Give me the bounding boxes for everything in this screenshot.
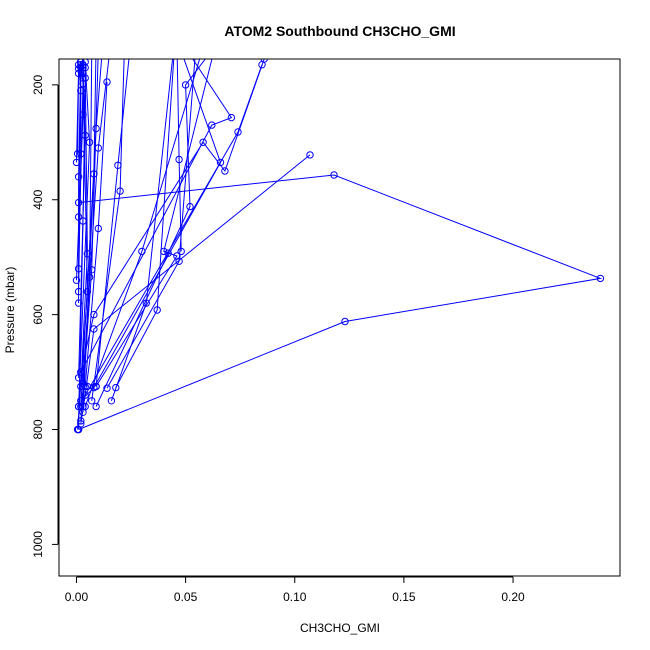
x-axis-label: CH3CHO_GMI bbox=[300, 621, 380, 635]
chart-title: ATOM2 Southbound CH3CHO_GMI bbox=[224, 23, 455, 39]
series-line-19 bbox=[82, 59, 93, 413]
series-line-9 bbox=[106, 59, 196, 389]
plot-frame bbox=[58, 58, 621, 577]
series-line-22 bbox=[78, 61, 91, 407]
data-point bbox=[164, 249, 172, 257]
series-line-13 bbox=[95, 59, 130, 387]
data-point bbox=[177, 247, 185, 256]
x-tick-label: 0.10 bbox=[283, 590, 307, 604]
y-axis-label: Pressure (mbar) bbox=[3, 267, 17, 354]
data-point bbox=[221, 167, 229, 175]
data-point bbox=[116, 187, 124, 195]
y-axis: 200 400 600 800 1000 bbox=[31, 75, 59, 558]
data-point bbox=[74, 69, 83, 78]
y-tick-label: 600 bbox=[31, 304, 45, 324]
data-point bbox=[88, 266, 96, 274]
series-line-14 bbox=[84, 81, 108, 387]
data-point bbox=[112, 383, 120, 392]
y-tick-label: 200 bbox=[31, 75, 45, 95]
series-line-0 bbox=[78, 174, 603, 430]
y-tick-label: 1000 bbox=[31, 531, 45, 558]
data-point bbox=[79, 408, 87, 416]
x-axis: 0.00 0.05 0.10 0.15 0.20 bbox=[65, 576, 525, 604]
series-line-29 bbox=[78, 64, 82, 218]
data-point bbox=[107, 397, 116, 405]
data-point bbox=[94, 224, 103, 233]
data-point bbox=[88, 397, 96, 405]
data-point bbox=[186, 202, 194, 211]
x-tick-label: 0.00 bbox=[65, 590, 89, 604]
data-point bbox=[74, 299, 83, 307]
data-point bbox=[227, 113, 236, 122]
series-line-30 bbox=[76, 61, 82, 163]
x-tick-label: 0.20 bbox=[501, 590, 525, 604]
series-line-6 bbox=[84, 59, 201, 407]
series-line-11 bbox=[115, 59, 175, 388]
data-point bbox=[77, 86, 85, 95]
data-point bbox=[114, 161, 122, 170]
x-tick-label: 0.05 bbox=[174, 590, 198, 604]
data-point bbox=[306, 151, 314, 159]
data-point bbox=[175, 257, 183, 265]
data-point bbox=[83, 250, 92, 258]
data-point bbox=[258, 60, 266, 69]
data-point bbox=[85, 138, 94, 147]
data-point bbox=[199, 138, 207, 147]
data-point bbox=[234, 128, 242, 136]
data-point bbox=[92, 402, 100, 411]
series-line-5 bbox=[78, 64, 263, 407]
data-point bbox=[175, 155, 183, 164]
data-point bbox=[181, 81, 190, 89]
y-tick-label: 400 bbox=[31, 189, 45, 209]
y-tick-label: 800 bbox=[31, 419, 45, 439]
data-point bbox=[330, 171, 338, 179]
data-point bbox=[74, 213, 83, 221]
data-point bbox=[72, 276, 81, 284]
data-point bbox=[92, 382, 100, 391]
series-line-8 bbox=[95, 59, 213, 387]
data-point bbox=[208, 121, 216, 129]
data-point bbox=[153, 306, 161, 314]
data-point bbox=[596, 274, 605, 283]
data-point bbox=[74, 374, 83, 382]
series-line-20 bbox=[80, 67, 88, 387]
data-point bbox=[77, 417, 85, 425]
data-point bbox=[341, 317, 349, 326]
data-point bbox=[73, 150, 82, 158]
data-point bbox=[103, 384, 111, 392]
series-line-7 bbox=[95, 59, 206, 407]
data-point bbox=[74, 425, 83, 434]
data-point bbox=[142, 299, 151, 307]
series-line-18 bbox=[80, 59, 99, 421]
data-point bbox=[138, 247, 146, 256]
data-point bbox=[77, 60, 85, 69]
data-point bbox=[81, 391, 89, 399]
series-line-2 bbox=[80, 59, 222, 402]
x-tick-label: 0.15 bbox=[392, 590, 416, 604]
series-line-10 bbox=[110, 59, 174, 401]
series-layer bbox=[72, 59, 605, 434]
data-point bbox=[72, 158, 81, 167]
data-point bbox=[74, 265, 83, 273]
data-point bbox=[83, 287, 92, 296]
data-point bbox=[74, 173, 83, 181]
